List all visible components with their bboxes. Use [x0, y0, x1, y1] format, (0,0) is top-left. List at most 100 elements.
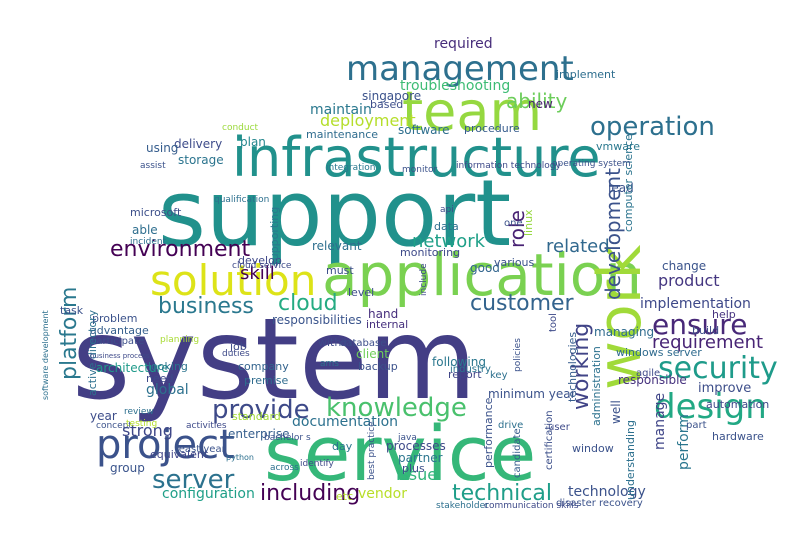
- word-vmware: vmware: [596, 140, 640, 153]
- word-standard: standard: [232, 410, 281, 423]
- word-product: product: [658, 271, 720, 290]
- word-disaster-recovery: disaster recovery: [556, 498, 643, 509]
- word-platform: platform: [57, 287, 82, 380]
- word-business-process: business process: [90, 352, 150, 360]
- word-improve: improve: [698, 381, 751, 396]
- word-include: include: [419, 263, 429, 296]
- word-architecture: architecture: [96, 361, 169, 375]
- word-infrastructure: infrastructure: [232, 126, 601, 189]
- word-ensure: ensure: [652, 308, 747, 341]
- word-various: various: [494, 256, 535, 269]
- word-application: application: [322, 241, 642, 309]
- word-year: year: [90, 409, 117, 423]
- word-company: company: [238, 360, 289, 373]
- word-must: must: [326, 264, 354, 277]
- word-software-development: software development: [41, 310, 50, 400]
- word-support: support: [158, 160, 511, 267]
- word-qualification: qualification: [214, 195, 269, 205]
- word-singapore: singapore: [362, 89, 421, 103]
- word-network: network: [412, 231, 486, 252]
- word-lead: lead: [608, 181, 634, 195]
- word-responsibilities: responsibilities: [272, 313, 362, 327]
- word-server: server: [152, 465, 235, 495]
- word-work: work: [585, 245, 655, 390]
- word-monitoring: monitoring: [400, 246, 460, 259]
- word-drive: drive: [498, 420, 523, 431]
- word-concept: concept: [96, 421, 132, 431]
- word-well: well: [609, 400, 623, 424]
- word-across: across: [270, 463, 299, 473]
- word-database: database: [340, 338, 386, 349]
- word-knowledge: knowledge: [326, 393, 467, 423]
- word-related: related: [546, 236, 610, 257]
- word-etc: etc: [336, 490, 353, 503]
- word-technology: technology: [568, 484, 646, 500]
- word-understanding: understanding: [624, 420, 637, 500]
- word-cloud-service: cloud service: [232, 261, 292, 271]
- word-testing: testing: [126, 419, 157, 429]
- word-certification: certification: [544, 410, 555, 470]
- word-data: data: [434, 220, 459, 233]
- word-develop: develop: [238, 254, 282, 267]
- word-client: client: [356, 347, 389, 361]
- word-equivalent: equivalent: [150, 448, 209, 461]
- word-strong: strong: [122, 421, 173, 440]
- word-industry: industry: [450, 364, 491, 375]
- word-policies: policies: [513, 338, 523, 372]
- word-level: level: [348, 286, 374, 299]
- word-advantage: advantage: [90, 324, 149, 337]
- word-vendor: vendor: [358, 486, 407, 502]
- word-conduct: conduct: [222, 123, 259, 133]
- word-day: day: [332, 440, 353, 453]
- word-required: required: [434, 36, 493, 52]
- word-storage: storage: [178, 153, 224, 167]
- word-problem: problem: [92, 312, 138, 325]
- word-best-practice: best practice: [367, 421, 377, 480]
- word-information-technology: information technology: [456, 161, 561, 171]
- word-integration: integration: [326, 163, 375, 173]
- word-need: need: [146, 372, 174, 385]
- word-ability: ability: [506, 89, 567, 113]
- word-help: help: [712, 308, 736, 321]
- word-candidate: candidate: [512, 428, 523, 478]
- word-planning: planning: [160, 335, 199, 345]
- word-enterprise: enterprise: [228, 427, 290, 441]
- word-hand: hand: [368, 307, 398, 321]
- word-relevant: relevant: [312, 239, 362, 253]
- word-deployment: deployment: [320, 111, 416, 130]
- word-development: development: [601, 168, 625, 300]
- word-following: following: [432, 355, 486, 369]
- word-build: build: [692, 324, 719, 337]
- word-maintenance: maintenance: [306, 128, 378, 141]
- word-management: management: [346, 49, 574, 89]
- word-incident: incident: [130, 237, 167, 247]
- word-maintain: maintain: [310, 102, 372, 118]
- word-customer: customer: [470, 291, 575, 316]
- word-design: design: [654, 387, 767, 427]
- word-managing: managing: [594, 325, 654, 339]
- word-able: able: [132, 223, 158, 237]
- word-automation: automation: [706, 398, 769, 411]
- word-participate: participate: [90, 336, 144, 347]
- word-working: working: [569, 323, 594, 410]
- word-supporting: supporting: [268, 207, 281, 266]
- word-internal: internal: [366, 318, 408, 331]
- word-java: java: [397, 433, 417, 443]
- word-minimum-year: minimum year: [488, 387, 576, 401]
- word-partner: partner: [398, 451, 443, 465]
- word-microsoft: microsoft: [130, 206, 182, 219]
- word-solution: solution: [150, 256, 316, 305]
- word-ams: ams: [320, 359, 339, 369]
- word-plan: plan: [240, 135, 266, 149]
- word-issue: issue: [396, 465, 437, 484]
- word-skill: skill: [240, 263, 275, 284]
- word-linux: linux: [522, 209, 535, 236]
- word-bachelor-s: bachelor s: [264, 433, 311, 443]
- word-administration: administration: [590, 346, 603, 426]
- word-service: service: [264, 409, 536, 498]
- word-user: user: [548, 422, 571, 433]
- word-task: task: [60, 304, 84, 317]
- word-implement: implement: [556, 68, 616, 81]
- word-backup: backup: [358, 360, 398, 373]
